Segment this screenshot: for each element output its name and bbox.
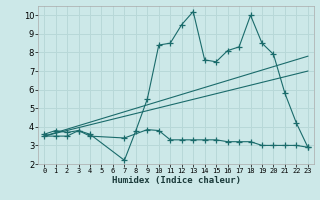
X-axis label: Humidex (Indice chaleur): Humidex (Indice chaleur) bbox=[111, 176, 241, 185]
